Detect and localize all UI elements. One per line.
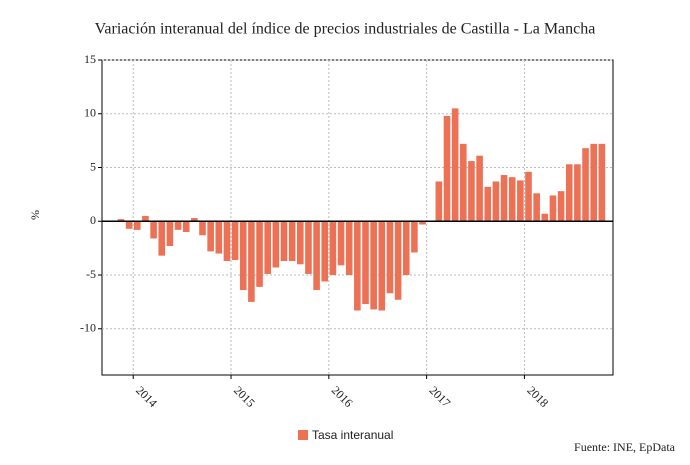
bar xyxy=(117,219,125,222)
legend-swatch xyxy=(298,430,308,440)
y-tick-label: 15 xyxy=(84,52,96,66)
bar xyxy=(508,177,516,222)
bar xyxy=(517,180,524,222)
bar xyxy=(280,221,288,262)
bar xyxy=(460,143,467,222)
bar xyxy=(345,221,353,276)
bar xyxy=(557,191,565,222)
legend-label: Tasa interanual xyxy=(312,428,393,442)
source: Fuente: INE, EpData xyxy=(574,440,676,454)
bar xyxy=(394,221,402,300)
x-tick-label: 2015 xyxy=(231,383,258,410)
bar xyxy=(541,213,549,222)
bar xyxy=(256,221,263,287)
x-tick-label: 2016 xyxy=(329,383,356,410)
bar xyxy=(207,221,214,252)
bar xyxy=(370,221,377,310)
bar xyxy=(134,221,141,230)
y-tick-label: 10 xyxy=(84,106,96,120)
bar xyxy=(272,221,280,268)
bar xyxy=(264,221,271,274)
chart-title: Variación interanual del índice de preci… xyxy=(95,21,596,38)
bar xyxy=(451,108,459,222)
bar xyxy=(288,221,296,262)
bar xyxy=(419,221,426,225)
bar xyxy=(239,221,247,291)
bar xyxy=(182,221,190,233)
bar xyxy=(215,221,223,254)
bar xyxy=(313,221,320,291)
bar xyxy=(582,148,589,222)
bar xyxy=(533,193,540,222)
bar xyxy=(337,221,345,266)
bar xyxy=(166,221,174,246)
y-tick-label: -5 xyxy=(86,267,96,281)
y-tick-label: -10 xyxy=(80,321,96,335)
y-axis-label: % xyxy=(28,210,42,220)
bar xyxy=(525,171,532,222)
bar xyxy=(305,221,312,274)
y-tick-label: 5 xyxy=(90,159,96,173)
bar xyxy=(199,221,206,236)
bar xyxy=(402,221,410,276)
bar xyxy=(565,164,573,222)
bar xyxy=(549,195,557,222)
bar xyxy=(231,221,239,260)
bar xyxy=(378,221,386,311)
bar xyxy=(223,221,231,262)
bar xyxy=(142,215,149,222)
bar xyxy=(500,175,508,222)
bar xyxy=(354,221,361,311)
bar xyxy=(321,221,329,282)
bar xyxy=(191,218,198,222)
bar xyxy=(386,221,394,294)
bar xyxy=(492,181,500,222)
x-tick-label: 2014 xyxy=(133,383,160,410)
bar xyxy=(150,221,157,239)
bar xyxy=(174,221,182,230)
bar xyxy=(329,221,337,276)
bar xyxy=(468,161,475,222)
bar xyxy=(598,143,606,222)
bar xyxy=(574,164,581,222)
bar xyxy=(297,221,304,265)
bar xyxy=(484,186,492,222)
x-tick-label: 2017 xyxy=(427,383,454,410)
bar xyxy=(443,115,451,222)
bar xyxy=(158,221,166,256)
bar xyxy=(411,221,418,253)
bar xyxy=(125,221,133,229)
bar xyxy=(435,181,443,222)
bar xyxy=(362,221,369,305)
bar xyxy=(590,143,597,222)
y-tick-label: 0 xyxy=(90,213,96,227)
bar xyxy=(248,221,255,302)
bar xyxy=(476,155,483,222)
x-tick-label: 2018 xyxy=(524,383,551,410)
plot-frame xyxy=(101,59,614,376)
